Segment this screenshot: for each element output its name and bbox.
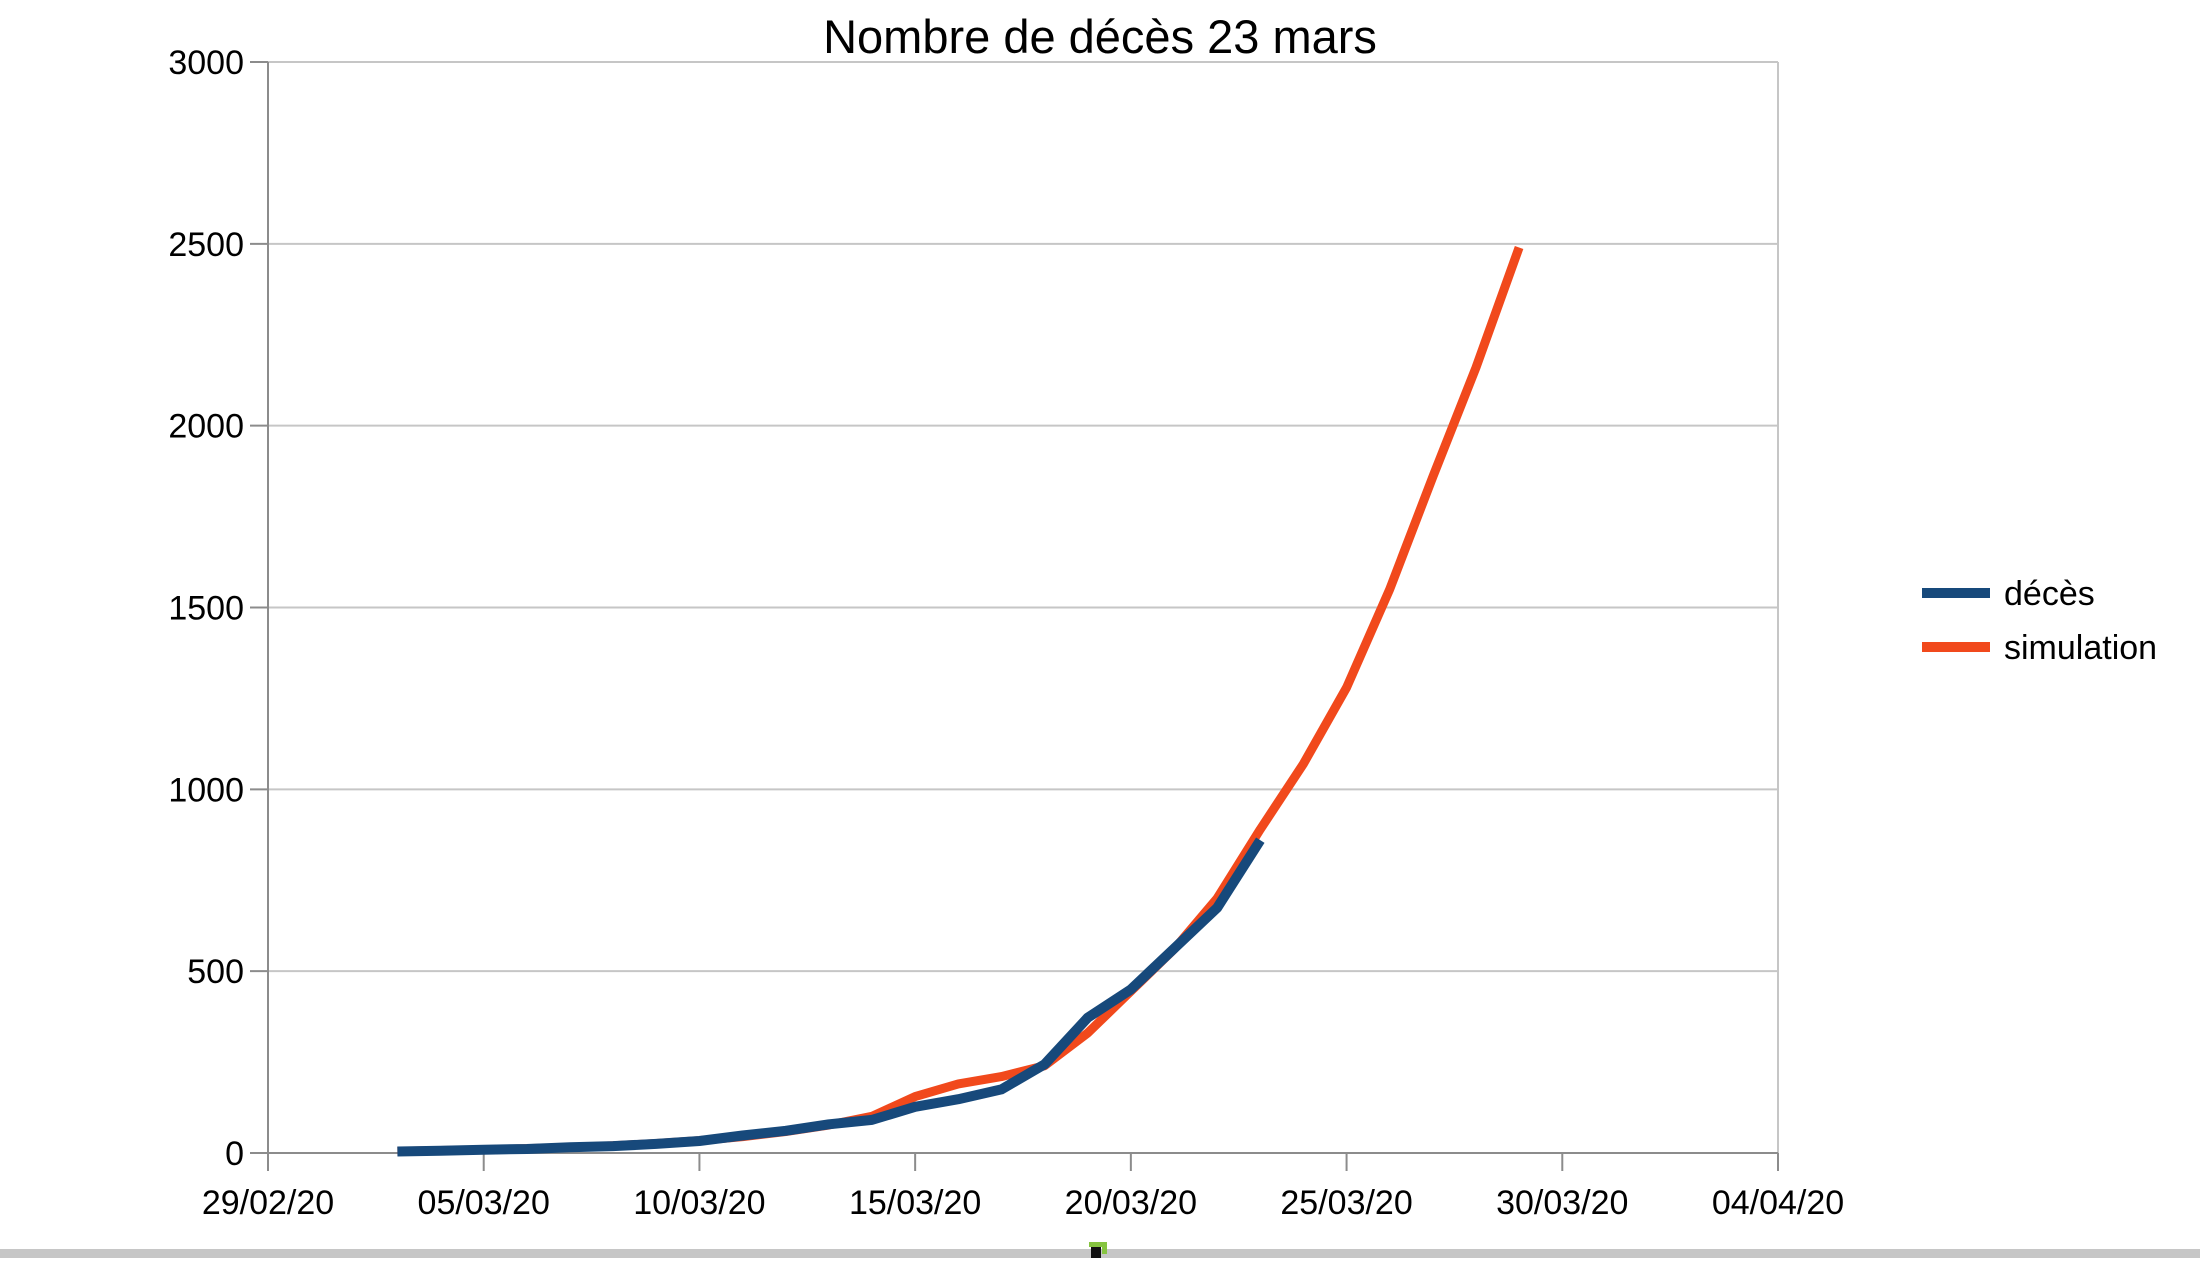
y-tick-label: 3000 — [168, 44, 244, 82]
x-tick-label: 10/03/20 — [633, 1184, 765, 1222]
y-tick-label: 500 — [187, 953, 244, 991]
y-axis-tick-labels: 0 500 1000 1500 2000 2500 3000 — [168, 44, 244, 1173]
legend: décès simulation — [1922, 575, 2157, 667]
x-tick-label: 30/03/20 — [1496, 1184, 1628, 1222]
series-line-deces — [397, 837, 1265, 1157]
tick-marks — [250, 61, 1779, 1171]
x-tick-label: 15/03/20 — [849, 1184, 981, 1222]
chart-title: Nombre de décès 23 mars — [823, 10, 1377, 63]
y-tick-label: 2500 — [168, 226, 244, 264]
y-tick-label: 2000 — [168, 408, 244, 446]
legend-label-simulation: simulation — [2004, 629, 2157, 667]
x-axis-tick-labels: 29/02/20 05/03/20 10/03/20 15/03/20 20/03/20… — [202, 1184, 1844, 1222]
x-tick-label: 25/03/20 — [1280, 1184, 1412, 1222]
x-tick-label: 04/04/20 — [1712, 1184, 1844, 1222]
series-line-simulation — [397, 245, 1524, 1156]
x-tick-label: 05/03/20 — [418, 1184, 550, 1222]
y-tick-label: 1000 — [168, 771, 244, 809]
legend-label-deces: décès — [2004, 575, 2095, 613]
gridlines — [268, 61, 1779, 1154]
y-tick-label: 1500 — [168, 590, 244, 628]
anchor-handle-icon[interactable] — [1089, 1242, 1107, 1258]
y-tick-label: 0 — [225, 1135, 244, 1173]
x-tick-label: 20/03/20 — [1065, 1184, 1197, 1222]
x-tick-label: 29/02/20 — [202, 1184, 334, 1222]
